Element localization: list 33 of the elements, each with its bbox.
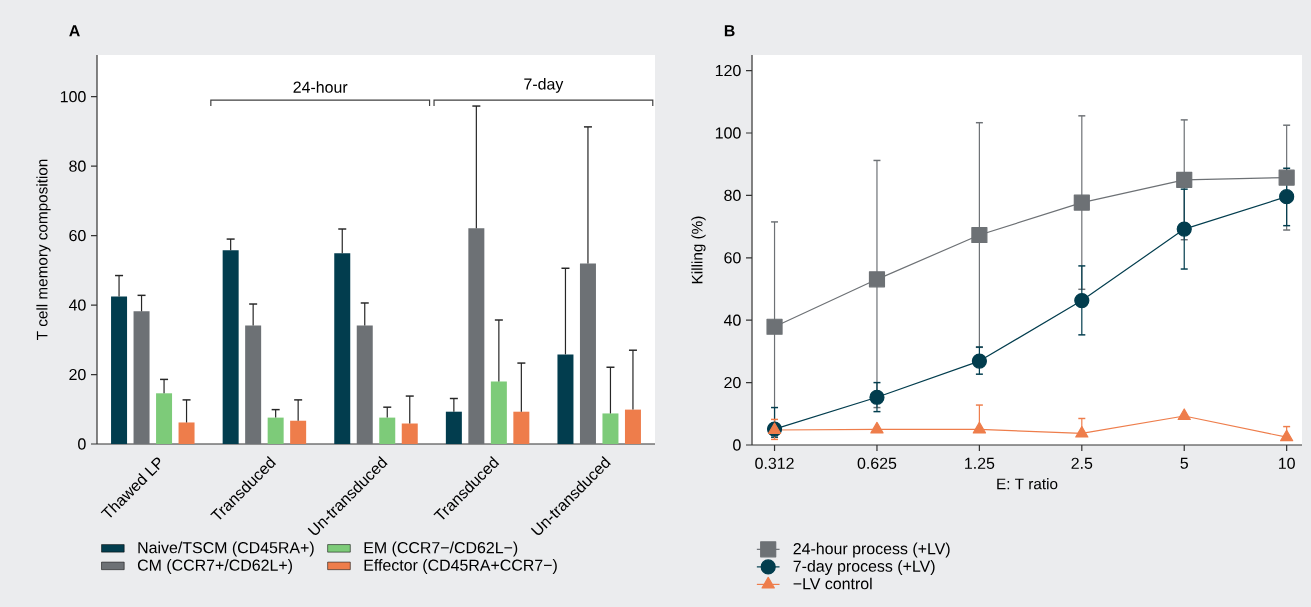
y-tick-label: 60 (69, 229, 86, 242)
legend-label: 24-hour process (+LV) (793, 542, 950, 558)
y-tick-label: 20 (69, 368, 86, 381)
y-tick-label: 120 (715, 64, 741, 77)
x-tick-label: 0.625 (857, 457, 897, 469)
legend-label: Effector (CD45RA+CCR7−) (364, 559, 557, 574)
legend-label: 7-day process (+LV) (793, 560, 935, 575)
x-tick-label: 10 (1279, 457, 1295, 469)
y-tick-label: 80 (69, 160, 86, 172)
legend-label: −LV control (793, 577, 872, 590)
x-tick-label: 2.5 (1071, 457, 1093, 469)
y-tick-label: 80 (724, 189, 741, 202)
y-tick-label: 60 (724, 252, 741, 264)
y-tick-label: 0 (733, 439, 741, 451)
legend-label: CM (CCR7+/CD62L+) (137, 559, 292, 574)
x-tick-label: 0.312 (755, 457, 794, 469)
legend-label: EM (CCR7−/CD62L−) (364, 541, 518, 557)
chart-title: A (69, 25, 80, 37)
y-tick-label: 20 (724, 376, 741, 389)
legend-label: Naive/TSCM (CD45RA+) (138, 541, 314, 557)
y-tick-label: 0 (78, 438, 86, 450)
x-tick-label: 5 (1180, 457, 1188, 469)
chart-title: B (724, 25, 735, 37)
x-axis-title: E: T ratio (997, 478, 1058, 490)
annotation: 7-day (524, 78, 564, 93)
y-tick-label: 100 (60, 91, 86, 103)
y-tick-label: 40 (68, 299, 86, 311)
y-axis-title: Killing (%) (691, 216, 706, 284)
y-tick-label: 40 (723, 314, 741, 326)
x-tick-label: 1.25 (965, 457, 995, 469)
y-axis-title: T cell memory composition (36, 159, 51, 340)
annotation: 24-hour (293, 81, 348, 93)
y-tick-label: 100 (715, 127, 741, 139)
